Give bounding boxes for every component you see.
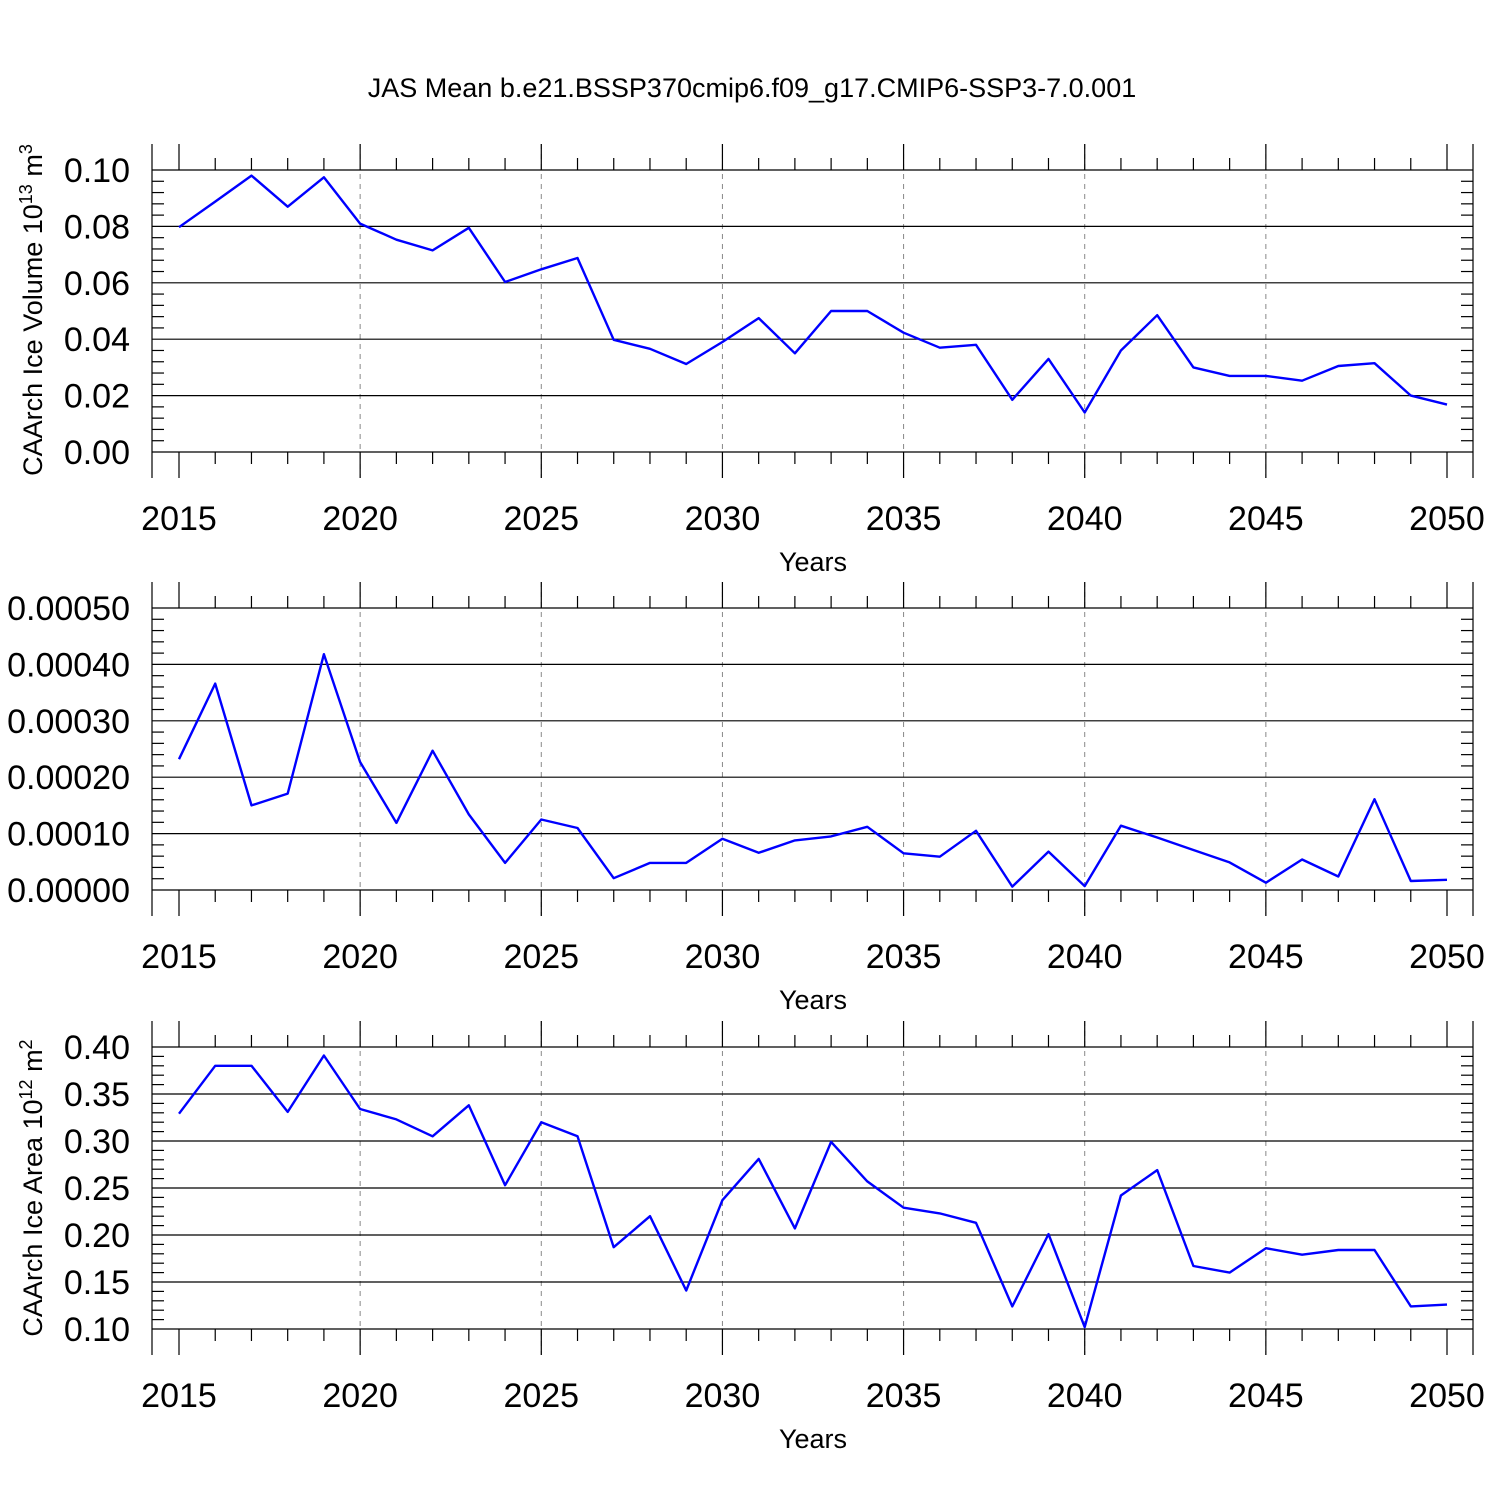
panel-2: 2015 2020 2025 2030 2035 2040 2045 2050 0.00000 0… <box>7 582 1485 1015</box>
y-axis-label: CAArch Ice Volume 1013 m3 <box>16 144 48 476</box>
y-tick-label: 0.35 <box>64 1076 130 1114</box>
x-tick-label: 2040 <box>1047 1377 1123 1415</box>
x-tick-label: 2030 <box>685 1377 761 1415</box>
x-tick-label: 2050 <box>1409 1377 1485 1415</box>
x-tick-label: 2045 <box>1228 938 1304 976</box>
y-tick-label: 0.00050 <box>7 590 130 628</box>
y-tick-label: 0.00 <box>64 434 130 472</box>
x-tick-label: 2030 <box>685 500 761 538</box>
series-line <box>178 1054 1448 1329</box>
y-tick-label: 0.00010 <box>7 816 130 854</box>
y-tick-label: 0.08 <box>64 208 130 246</box>
x-axis-label: Years <box>779 1424 847 1454</box>
panel-3: 2015 2020 2025 2030 2035 2040 2045 2050 0.10 0.15… <box>16 1021 1485 1454</box>
y-tick-label: 0.06 <box>64 265 130 303</box>
x-tick-label: 2025 <box>503 938 579 976</box>
x-tick-label: 2040 <box>1047 938 1123 976</box>
series-line <box>177 653 1448 888</box>
y-tick-label: 0.10 <box>64 152 130 190</box>
y-tick-label: 0.30 <box>64 1123 130 1161</box>
x-tick-label: 2035 <box>866 1377 942 1415</box>
x-tick-label: 2040 <box>1047 500 1123 538</box>
chart-title: JAS Mean b.e21.BSSP370cmip6.f09_g17.CMIP… <box>368 73 1136 103</box>
y-tick-label: 0.04 <box>64 321 130 359</box>
panel-1: 2015 2020 2025 2030 2035 2040 2045 2050 0.00 0.02… <box>16 144 1485 577</box>
x-tick-label: 2050 <box>1409 938 1485 976</box>
y-tick-label: 0.15 <box>64 1264 130 1302</box>
x-tick-label: 2015 <box>141 1377 217 1415</box>
x-tick-label: 2035 <box>866 938 942 976</box>
x-tick-label: 2015 <box>141 500 217 538</box>
x-axis-label: Years <box>779 547 847 577</box>
x-tick-label: 2020 <box>322 938 398 976</box>
series-line <box>178 174 1448 414</box>
y-tick-label: 0.00040 <box>7 646 130 684</box>
y-axis-label: CAArch Ice Area 1012 m2 <box>16 1039 48 1336</box>
y-tick-label: 0.00000 <box>7 872 130 910</box>
x-tick-label: 2045 <box>1228 500 1304 538</box>
y-tick-label: 0.25 <box>64 1170 130 1208</box>
x-tick-label: 2020 <box>322 1377 398 1415</box>
x-tick-label: 2050 <box>1409 500 1485 538</box>
x-axis-label: Years <box>779 985 847 1015</box>
y-tick-label: 0.10 <box>64 1311 130 1349</box>
x-tick-label: 2020 <box>322 500 398 538</box>
x-tick-label: 2025 <box>503 1377 579 1415</box>
x-tick-label: 2035 <box>866 500 942 538</box>
x-tick-label: 2030 <box>685 938 761 976</box>
y-tick-label: 0.00030 <box>7 703 130 741</box>
x-tick-label: 2045 <box>1228 1377 1304 1415</box>
y-tick-label: 0.20 <box>64 1217 130 1255</box>
y-tick-label: 0.02 <box>64 378 130 416</box>
y-tick-label: 0.00020 <box>7 759 130 797</box>
y-tick-label: 0.40 <box>64 1029 130 1067</box>
x-tick-label: 2015 <box>141 938 217 976</box>
x-tick-label: 2025 <box>503 500 579 538</box>
